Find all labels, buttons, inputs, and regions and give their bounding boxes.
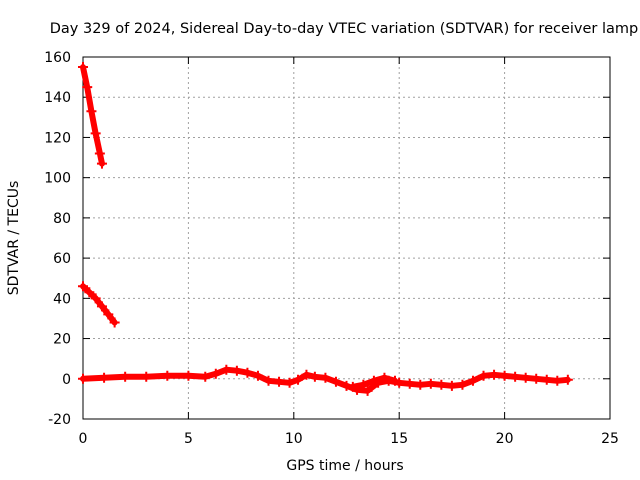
- data-series: [78, 62, 573, 396]
- data-point: [162, 370, 173, 381]
- data-point: [242, 367, 253, 378]
- y-tick-label: 120: [44, 130, 71, 146]
- data-point: [78, 373, 88, 384]
- data-point: [499, 370, 510, 381]
- y-tick-label: 100: [44, 171, 71, 187]
- data-point: [320, 372, 331, 383]
- y-tick-label: 20: [53, 332, 71, 348]
- data-point: [309, 371, 320, 382]
- data-point: [90, 128, 101, 139]
- data-point: [96, 301, 107, 312]
- data-point: [330, 376, 341, 387]
- data-point: [86, 106, 97, 117]
- data-point: [379, 372, 390, 383]
- y-tick-label: 80: [53, 211, 71, 227]
- data-point: [478, 370, 489, 381]
- axis-ticks: 0 5 10 15 20 25 -20 0 20 40 60 80 100 120 140 160: [44, 50, 619, 447]
- data-point: [141, 371, 152, 382]
- data-point: [541, 374, 552, 385]
- y-tick-label: 40: [53, 291, 71, 307]
- y-tick-label: 140: [44, 90, 71, 106]
- y-tick-label: 160: [44, 50, 71, 66]
- data-point: [103, 309, 114, 320]
- data-point: [362, 385, 373, 396]
- data-point: [358, 379, 369, 390]
- data-point: [436, 379, 447, 390]
- data-point: [531, 373, 542, 384]
- data-point: [467, 375, 478, 386]
- data-point: [341, 380, 352, 391]
- data-point: [210, 368, 221, 379]
- grid: [83, 57, 610, 419]
- data-point: [221, 364, 232, 375]
- data-point: [120, 371, 131, 382]
- data-point: [252, 370, 263, 381]
- data-point: [284, 377, 295, 388]
- data-point: [263, 375, 274, 386]
- data-point: [96, 158, 107, 169]
- plot-frame: [82, 56, 611, 420]
- x-axis-label: GPS time / hours: [286, 458, 403, 474]
- x-tick-label: 5: [184, 431, 193, 447]
- data-point: [510, 371, 521, 382]
- data-point: [109, 317, 120, 328]
- x-tick-label: 25: [601, 431, 619, 447]
- data-point: [82, 82, 93, 93]
- data-point: [90, 293, 101, 304]
- data-point: [368, 375, 379, 386]
- x-tick-label: 10: [285, 431, 303, 447]
- data-point: [99, 372, 110, 383]
- data-point: [301, 369, 312, 380]
- data-point: [489, 369, 500, 380]
- y-tick-label: -20: [48, 412, 71, 428]
- data-point: [200, 371, 211, 382]
- data-point: [389, 375, 400, 386]
- chart-title: Day 329 of 2024, Sidereal Day-to-day VTE…: [50, 21, 639, 37]
- data-point: [84, 287, 95, 298]
- x-tick-label: 20: [496, 431, 514, 447]
- x-tick-label: 15: [390, 431, 408, 447]
- y-tick-label: 60: [53, 251, 71, 267]
- data-point: [562, 374, 573, 385]
- data-point: [347, 381, 358, 392]
- y-axis-label: SDTVAR / TECUs: [6, 181, 22, 296]
- y-tick-label: 0: [62, 372, 71, 388]
- data-point: [425, 378, 436, 389]
- data-point: [415, 379, 426, 390]
- data-point: [183, 370, 194, 381]
- data-point: [404, 378, 415, 389]
- data-point: [274, 376, 285, 387]
- x-tick-label: 0: [79, 431, 88, 447]
- data-point: [457, 379, 468, 390]
- data-point: [231, 365, 242, 376]
- data-point: [552, 375, 563, 386]
- data-point: [78, 281, 88, 292]
- data-point: [293, 374, 304, 385]
- data-point: [78, 62, 88, 73]
- data-point: [94, 148, 105, 159]
- data-point: [520, 372, 531, 383]
- data-point: [446, 380, 457, 391]
